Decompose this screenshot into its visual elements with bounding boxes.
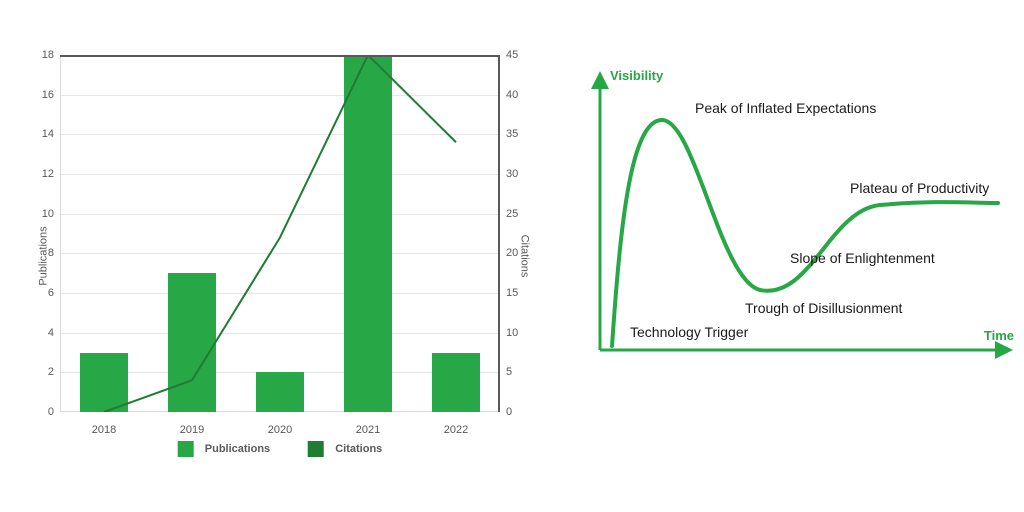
y-tick-left: 6 — [24, 287, 54, 299]
y-tick-left: 18 — [24, 49, 54, 61]
bar — [168, 273, 216, 412]
hype-label-slope: Slope of Enlightenment — [790, 250, 935, 266]
y-axis-left — [60, 55, 61, 412]
gridline — [60, 293, 500, 294]
gridline — [60, 174, 500, 175]
y-tick-left: 4 — [24, 327, 54, 339]
y-tick-right: 45 — [506, 49, 536, 61]
y-tick-right: 0 — [506, 406, 536, 418]
x-tick: 2018 — [92, 424, 116, 436]
hype-x-axis-label: Time — [984, 328, 1014, 343]
y-tick-right: 5 — [506, 366, 536, 378]
gridline — [60, 134, 500, 135]
hype-label-trigger: Technology Trigger — [630, 324, 748, 340]
y-tick-left: 14 — [24, 128, 54, 140]
publications-citations-chart: 0246810121416180510152025303540452018201… — [60, 55, 500, 412]
bar — [432, 353, 480, 413]
chart-legend: Publications Citations — [178, 441, 383, 457]
legend-label-citations: Citations — [335, 443, 382, 455]
hype-label-plateau: Plateau of Productivity — [850, 180, 989, 196]
y-tick-left: 2 — [24, 366, 54, 378]
y-tick-right: 15 — [506, 287, 536, 299]
gridline — [60, 214, 500, 215]
gridline — [60, 55, 500, 56]
x-tick: 2020 — [268, 424, 292, 436]
bar — [256, 372, 304, 412]
legend-label-publications: Publications — [205, 443, 270, 455]
hype-y-axis-label: Visibility — [610, 68, 663, 83]
y-tick-right: 25 — [506, 208, 536, 220]
hype-label-peak: Peak of Inflated Expectations — [695, 100, 876, 116]
gridline — [60, 95, 500, 96]
hype-label-trough: Trough of Disillusionment — [745, 300, 902, 316]
hype-cycle-diagram: Visibility Time Technology Trigger Peak … — [560, 0, 1024, 512]
y-tick-left: 16 — [24, 89, 54, 101]
x-tick: 2021 — [356, 424, 380, 436]
x-tick: 2019 — [180, 424, 204, 436]
legend-swatch-citations — [308, 441, 324, 457]
y-tick-right: 30 — [506, 168, 536, 180]
y-tick-left: 0 — [24, 406, 54, 418]
legend-item-citations: Citations — [308, 441, 382, 457]
gridline — [60, 333, 500, 334]
gridline — [60, 253, 500, 254]
y-tick-left: 10 — [24, 208, 54, 220]
bar — [344, 55, 392, 412]
y-tick-left: 12 — [24, 168, 54, 180]
legend-item-publications: Publications — [178, 441, 270, 457]
legend-swatch-publications — [178, 441, 194, 457]
y-tick-right: 40 — [506, 89, 536, 101]
y-tick-right: 35 — [506, 128, 536, 140]
x-tick: 2022 — [444, 424, 468, 436]
bar — [80, 353, 128, 413]
y-axis-right-label: Citations — [519, 235, 531, 278]
y-tick-right: 10 — [506, 327, 536, 339]
y-axis-left-label: Publications — [38, 226, 50, 285]
